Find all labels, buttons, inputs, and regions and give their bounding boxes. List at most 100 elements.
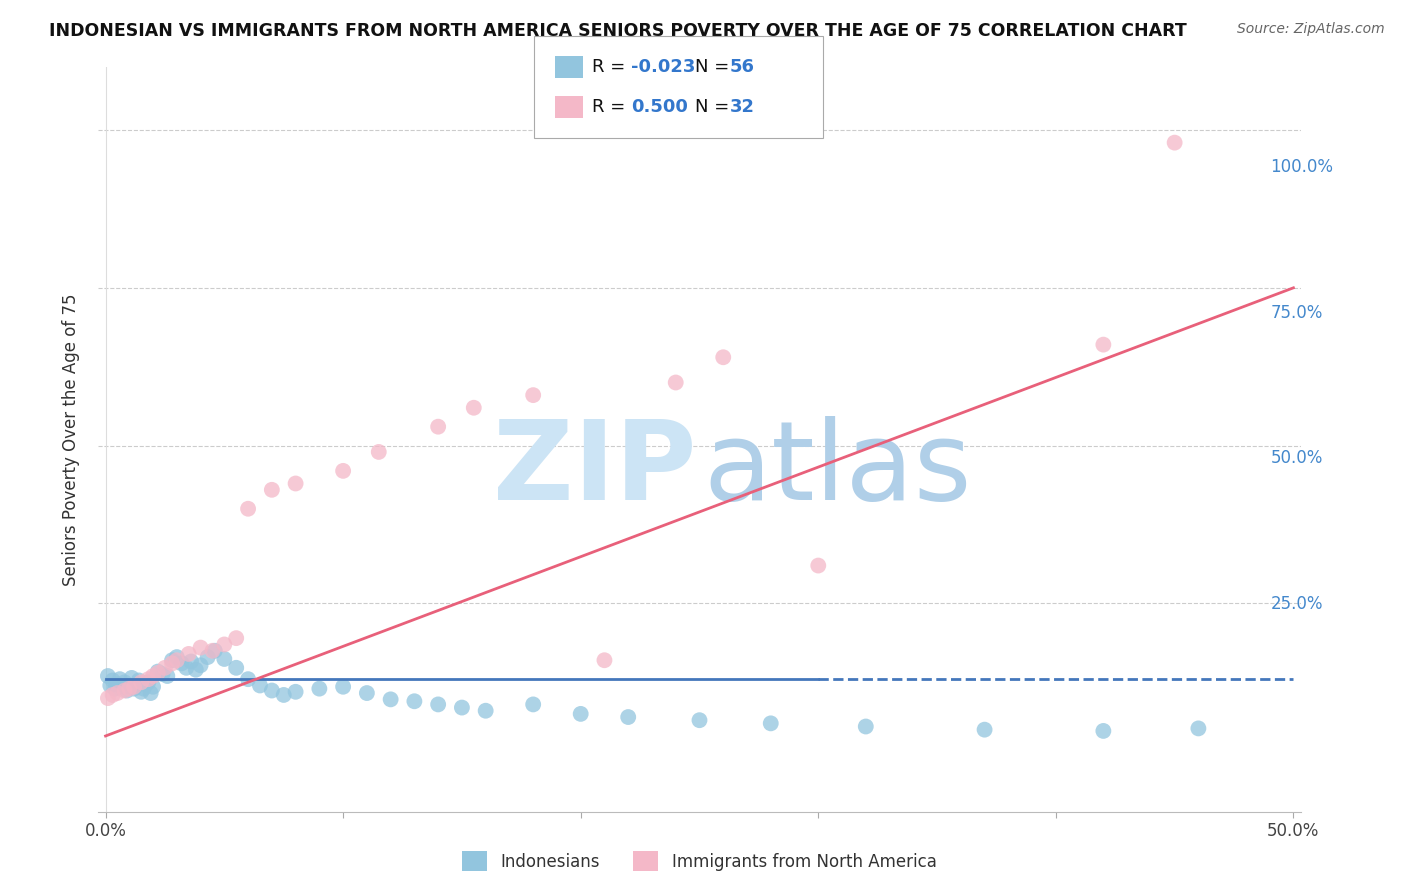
Point [214,662,236,676]
Point [231,650,253,665]
Point [186,672,208,686]
Text: 32: 32 [730,98,755,116]
Point [710,702,733,716]
Text: N =: N = [695,98,734,116]
Point [299,665,322,679]
Text: R =: R = [592,58,631,76]
Text: -0.023: -0.023 [631,58,696,76]
Point [419,455,441,469]
Point [209,665,232,679]
Point [201,665,224,680]
Point [558,402,581,417]
Point [181,669,204,683]
Point [188,667,211,681]
Point [263,644,285,658]
Y-axis label: Seniors Poverty Over the Age of 75: Seniors Poverty Over the Age of 75 [62,304,80,597]
Point [645,699,668,714]
Point [472,688,495,702]
Point [236,644,259,658]
Point [364,673,387,688]
Point [205,673,228,688]
Text: INDONESIAN VS IMMIGRANTS FROM NORTH AMERICA SENIORS POVERTY OVER THE AGE OF 75 C: INDONESIAN VS IMMIGRANTS FROM NORTH AMER… [49,22,1187,40]
Point [204,676,226,690]
Point [387,672,409,686]
Point [204,667,226,681]
Point [290,654,312,668]
Point [177,679,200,693]
Point [408,677,430,691]
Point [332,679,354,693]
Point [322,675,344,690]
Point [343,484,366,499]
Point [387,473,409,487]
Point [173,682,195,697]
Point [222,660,245,674]
Point [343,676,366,690]
Point [311,670,333,684]
Point [731,368,754,382]
Point [451,685,474,699]
Point [429,683,451,698]
Point [188,675,211,690]
Point [249,648,271,663]
Point [257,652,280,666]
Point [253,656,276,670]
Point [1161,710,1184,724]
Point [190,675,212,690]
Point [322,490,344,504]
Text: R =: R = [592,98,631,116]
Point [236,647,259,661]
Legend: Indonesians, Immigrants from North America: Indonesians, Immigrants from North Ameri… [477,821,965,855]
Point [290,627,312,641]
Point [226,662,249,676]
Point [177,665,200,680]
Point [173,662,195,676]
Point [200,670,222,684]
Point [257,635,280,649]
Point [231,647,253,661]
Point [218,657,240,672]
Point [181,677,204,691]
Point [688,391,710,405]
Text: Source: ZipAtlas.com: Source: ZipAtlas.com [1237,22,1385,37]
Point [193,673,215,688]
Point [558,688,581,702]
Point [270,639,292,653]
Point [602,697,624,711]
Text: 0.500: 0.500 [631,98,688,116]
Point [817,560,839,574]
Point [860,708,883,723]
Point [214,672,236,686]
Point [967,711,990,725]
Point [184,665,207,679]
Text: ZIP: ZIP [515,425,717,532]
Point [278,646,301,660]
Point [240,650,263,665]
Point [180,673,202,688]
Point [197,673,219,688]
Point [197,672,219,686]
Point [299,508,322,522]
Point [773,706,796,720]
Point [209,667,232,681]
Point [505,414,527,428]
Point [208,669,231,683]
Point [193,672,215,686]
Text: 56: 56 [730,58,755,76]
Point [494,690,516,705]
Point [218,658,240,673]
Point [194,664,217,678]
Point [212,677,235,691]
Text: N =: N = [695,58,734,76]
Point [623,647,645,661]
Point [269,639,291,653]
Point [278,632,301,647]
Point [176,670,198,684]
Point [225,654,247,668]
Point [472,432,495,446]
Text: atlas: atlas [724,425,993,532]
Point [245,654,267,668]
Point [246,641,269,656]
Point [1076,356,1098,370]
Point [1076,712,1098,726]
